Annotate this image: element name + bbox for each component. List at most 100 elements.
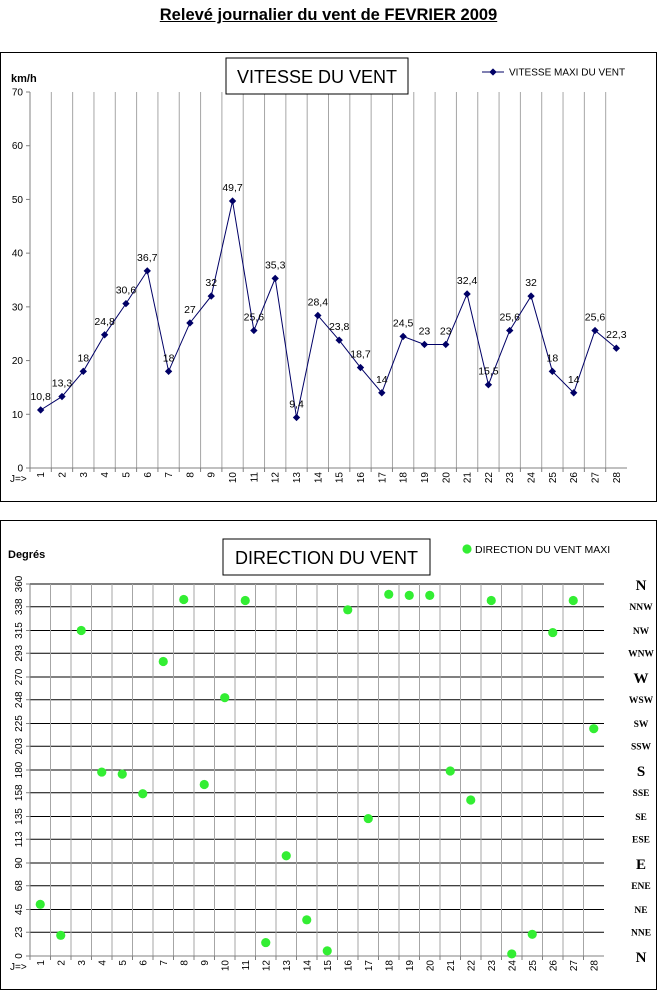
direction-y-tick-label: 90 — [14, 857, 25, 869]
speed-data-label: 18 — [163, 352, 175, 364]
speed-legend-marker — [489, 68, 497, 76]
speed-point — [378, 389, 386, 397]
speed-point — [186, 319, 194, 327]
direction-point — [179, 594, 189, 605]
speed-x-tick-label: 20 — [441, 472, 452, 484]
direction-x-tick-label: 1 — [36, 960, 47, 966]
speed-point — [612, 344, 621, 352]
speed-x-tick-label: 5 — [121, 472, 132, 478]
speed-x-tick-label: 8 — [185, 472, 196, 478]
direction-point — [507, 949, 517, 959]
direction-compass-label: WSW — [629, 696, 654, 706]
direction-point — [363, 813, 373, 824]
direction-y-tick-label: 248 — [14, 691, 25, 708]
speed-point — [36, 406, 45, 414]
direction-compass-label: NE — [634, 906, 647, 916]
speed-y-tick-label: 0 — [17, 464, 23, 475]
direction-compass-label: WNW — [628, 650, 654, 660]
direction-point — [117, 769, 127, 779]
direction-x-tick-label: 17 — [364, 960, 375, 972]
direction-x-tick-label: 9 — [200, 960, 211, 966]
direction-point — [302, 915, 312, 925]
direction-x-tick-label: 20 — [425, 960, 436, 972]
direction-y-tick-label: 270 — [14, 668, 25, 685]
speed-series-line — [40, 200, 617, 418]
speed-data-label: 13,3 — [52, 378, 73, 390]
direction-compass-label: E — [636, 857, 646, 873]
direction-point — [35, 899, 45, 909]
speed-x-tick-label: 9 — [207, 472, 218, 478]
direction-compass-label: N — [636, 578, 647, 594]
direction-x-tick-label: 4 — [97, 960, 108, 966]
direction-chart-frame — [0, 520, 657, 990]
speed-point — [356, 363, 365, 372]
direction-point — [220, 693, 230, 703]
speed-x-tick-label: 28 — [612, 472, 623, 484]
direction-y-axis-label: Degrés — [8, 549, 45, 561]
speed-data-label: 24,5 — [393, 317, 414, 329]
direction-x-tick-label: 26 — [548, 960, 559, 972]
direction-x-tick-label: 25 — [528, 960, 539, 972]
direction-x-tick-label: 18 — [384, 960, 395, 972]
speed-x-tick-label: 15 — [335, 472, 346, 484]
direction-x-tick-label: 28 — [589, 960, 600, 972]
speed-y-tick-label: 70 — [12, 88, 24, 99]
speed-point — [442, 340, 450, 349]
direction-legend-marker — [462, 544, 472, 554]
direction-compass-label: NNW — [629, 603, 653, 613]
speed-data-label: 24,8 — [94, 316, 115, 328]
direction-point — [527, 929, 537, 939]
speed-point — [314, 311, 322, 320]
speed-point — [527, 292, 535, 300]
direction-point — [138, 789, 148, 799]
direction-chart-title: DIRECTION DU VENT — [235, 548, 418, 568]
speed-data-label: 49,7 — [222, 182, 243, 194]
speed-y-tick-label: 40 — [12, 249, 24, 260]
direction-point — [425, 590, 435, 600]
direction-y-tick-label: 293 — [14, 644, 25, 661]
direction-legend-label: DIRECTION DU VENT MAXI — [475, 544, 610, 556]
direction-x-tick-label: 19 — [405, 960, 416, 972]
speed-x-tick-label: 23 — [505, 472, 516, 484]
speed-x-tick-label: 22 — [484, 472, 495, 484]
speed-x-tick-label: 17 — [377, 472, 388, 484]
speed-x-tick-label: 18 — [399, 472, 410, 484]
speed-data-label: 15,5 — [478, 366, 499, 378]
direction-x-tick-label: 12 — [261, 960, 272, 972]
speed-x-tick-label: 19 — [420, 472, 431, 484]
direction-y-tick-label: 23 — [14, 926, 25, 938]
speed-point — [420, 340, 429, 349]
speed-x-tick-label: 21 — [463, 472, 474, 484]
speed-point — [100, 331, 109, 339]
direction-point — [261, 937, 271, 948]
speed-x-tick-label: 27 — [591, 472, 602, 484]
direction-y-tick-label: 158 — [14, 784, 25, 801]
speed-x-tick-label: 11 — [249, 472, 260, 483]
direction-point — [568, 595, 578, 606]
direction-compass-label: NNE — [631, 929, 651, 939]
speed-y-tick-label: 50 — [12, 195, 24, 206]
direction-x-tick-label: 27 — [569, 960, 580, 972]
page-title: Relevé journalier du vent de FEVRIER 200… — [159, 6, 498, 24]
speed-point — [79, 367, 87, 375]
speed-y-tick-label: 10 — [12, 410, 24, 421]
speed-point — [506, 326, 514, 335]
direction-compass-label: W — [634, 671, 649, 687]
direction-y-tick-label: 225 — [14, 715, 25, 732]
direction-point — [404, 590, 414, 600]
speed-point — [164, 367, 173, 375]
speed-data-label: 32 — [525, 277, 537, 289]
direction-y-tick-label: 338 — [14, 598, 25, 615]
speed-point — [250, 326, 258, 335]
speed-x-tick-label: 10 — [228, 472, 239, 484]
speed-data-label: 32 — [205, 277, 217, 289]
direction-x-tick-label: 7 — [159, 960, 170, 966]
speed-x-tick-label: 3 — [79, 472, 90, 478]
speed-x-tick-label: 6 — [143, 472, 154, 478]
direction-x-tick-label: 21 — [446, 960, 457, 972]
speed-point — [548, 367, 557, 375]
direction-compass-label: SSE — [633, 789, 650, 799]
direction-point — [486, 595, 496, 606]
speed-chart-title: VITESSE DU VENT — [237, 67, 397, 87]
